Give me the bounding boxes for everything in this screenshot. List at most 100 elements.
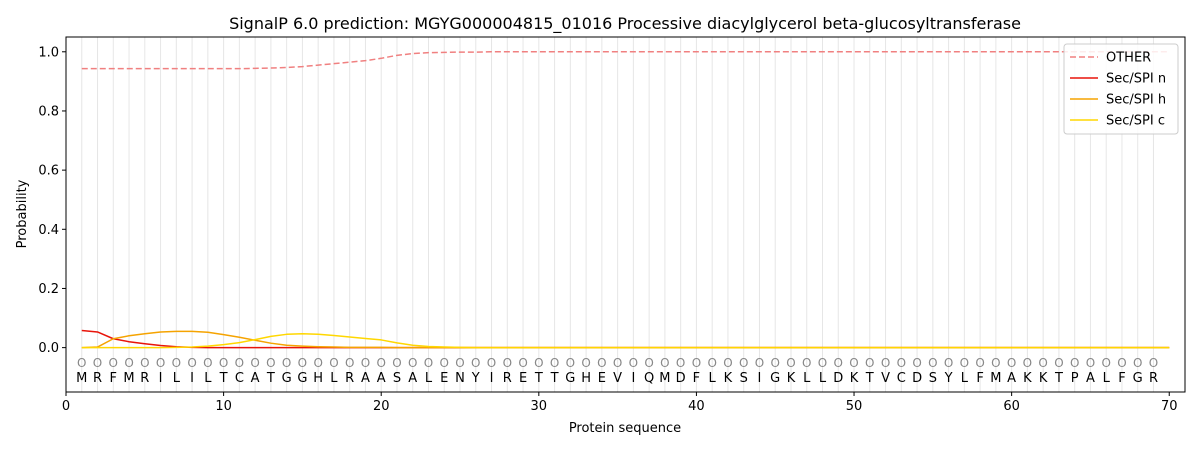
- region-label: O: [912, 356, 921, 370]
- region-label: O: [676, 356, 685, 370]
- series-line-other: [81, 51, 1170, 70]
- residue-label: R: [1149, 371, 1158, 386]
- region-label: O: [660, 356, 669, 370]
- region-label: O: [566, 356, 575, 370]
- region-label: O: [865, 356, 874, 370]
- region-label: O: [156, 356, 165, 370]
- residue-label: A: [1007, 371, 1016, 386]
- region-label: O: [487, 356, 496, 370]
- region-label: O: [707, 356, 716, 370]
- legend-label: Sec/SPI h: [1106, 93, 1166, 108]
- series-lines: [81, 51, 1170, 349]
- residue-label: C: [235, 371, 244, 386]
- x-tick-label: 40: [688, 399, 705, 414]
- residue-label: R: [503, 371, 512, 386]
- region-label: O: [739, 356, 748, 370]
- region-label: O: [124, 356, 133, 370]
- residue-label: F: [110, 371, 117, 386]
- residue-label: R: [93, 371, 102, 386]
- residue-label: L: [819, 371, 827, 386]
- region-label: O: [834, 356, 843, 370]
- region-label: O: [518, 356, 527, 370]
- region-label: O: [802, 356, 811, 370]
- region-label: O: [140, 356, 149, 370]
- region-label: O: [1038, 356, 1047, 370]
- region-label: O: [1054, 356, 1063, 370]
- region-label: O: [629, 356, 638, 370]
- residue-label: E: [440, 371, 448, 386]
- residue-label: F: [693, 371, 700, 386]
- residue-label: I: [190, 371, 194, 386]
- residue-label: G: [1133, 371, 1143, 386]
- residue-label: D: [833, 371, 843, 386]
- residue-label: G: [282, 371, 292, 386]
- residue-label: M: [76, 371, 87, 386]
- residue-label: L: [1103, 371, 1111, 386]
- residue-label: F: [1118, 371, 1125, 386]
- residue-label: L: [709, 371, 717, 386]
- region-label: O: [755, 356, 764, 370]
- residue-label: R: [140, 371, 149, 386]
- legend-box: [1063, 43, 1179, 135]
- legend-label: OTHER: [1106, 51, 1151, 66]
- residue-label: I: [490, 371, 494, 386]
- region-label: O: [93, 356, 102, 370]
- region-label: O: [944, 356, 953, 370]
- region-label: O: [1149, 356, 1158, 370]
- residue-label: D: [912, 371, 922, 386]
- legend-label: Sec/SPI c: [1106, 114, 1165, 129]
- residue-label: L: [173, 371, 181, 386]
- region-label: O: [298, 356, 307, 370]
- region-label: O: [266, 356, 275, 370]
- region-label: O: [503, 356, 512, 370]
- residue-label: F: [976, 371, 983, 386]
- region-label: O: [581, 356, 590, 370]
- region-label: O: [408, 356, 417, 370]
- region-label: O: [455, 356, 464, 370]
- residue-label: I: [631, 371, 635, 386]
- region-label: O: [313, 356, 322, 370]
- residue-label: N: [455, 371, 465, 386]
- region-label: O: [786, 356, 795, 370]
- region-label: O: [613, 356, 622, 370]
- x-tick-label: 10: [215, 399, 232, 414]
- residue-label: T: [266, 371, 275, 386]
- region-label: O: [597, 356, 606, 370]
- legend: OTHER Sec/SPI n Sec/SPI h Sec/SPI c: [1063, 43, 1179, 135]
- residue-label: T: [865, 371, 874, 386]
- residue-label: L: [204, 371, 212, 386]
- residue-label: A: [361, 371, 370, 386]
- y-tick-label: 0.0: [38, 341, 59, 356]
- region-label: O: [471, 356, 480, 370]
- region-label: O: [361, 356, 370, 370]
- region-label: O: [440, 356, 449, 370]
- region-label: O: [392, 356, 401, 370]
- residue-label: L: [803, 371, 811, 386]
- region-label: O: [109, 356, 118, 370]
- legend-label: Sec/SPI n: [1106, 72, 1166, 87]
- residue-label: K: [850, 371, 859, 386]
- residue-label: K: [787, 371, 796, 386]
- residue-label: L: [961, 371, 969, 386]
- series-line-sec-spi-c: [81, 332, 1170, 349]
- region-label: O: [928, 356, 937, 370]
- residue-label: G: [297, 371, 307, 386]
- residue-label: A: [251, 371, 260, 386]
- region-label: O: [960, 356, 969, 370]
- region-label: O: [219, 356, 228, 370]
- region-label: O: [77, 356, 86, 370]
- region-label: O: [991, 356, 1000, 370]
- residue-label: T: [550, 371, 559, 386]
- region-label: O: [250, 356, 259, 370]
- residue-label: G: [770, 371, 780, 386]
- region-label: O: [1070, 356, 1079, 370]
- residue-label: V: [613, 371, 622, 386]
- y-tick-label: 1.0: [38, 45, 59, 60]
- residue-label: M: [123, 371, 134, 386]
- residue-label: I: [758, 371, 762, 386]
- plot-frame: [65, 36, 1186, 393]
- residue-label: S: [929, 371, 937, 386]
- x-tick-label: 70: [1161, 399, 1178, 414]
- residue-label: T: [219, 371, 228, 386]
- region-label: O: [770, 356, 779, 370]
